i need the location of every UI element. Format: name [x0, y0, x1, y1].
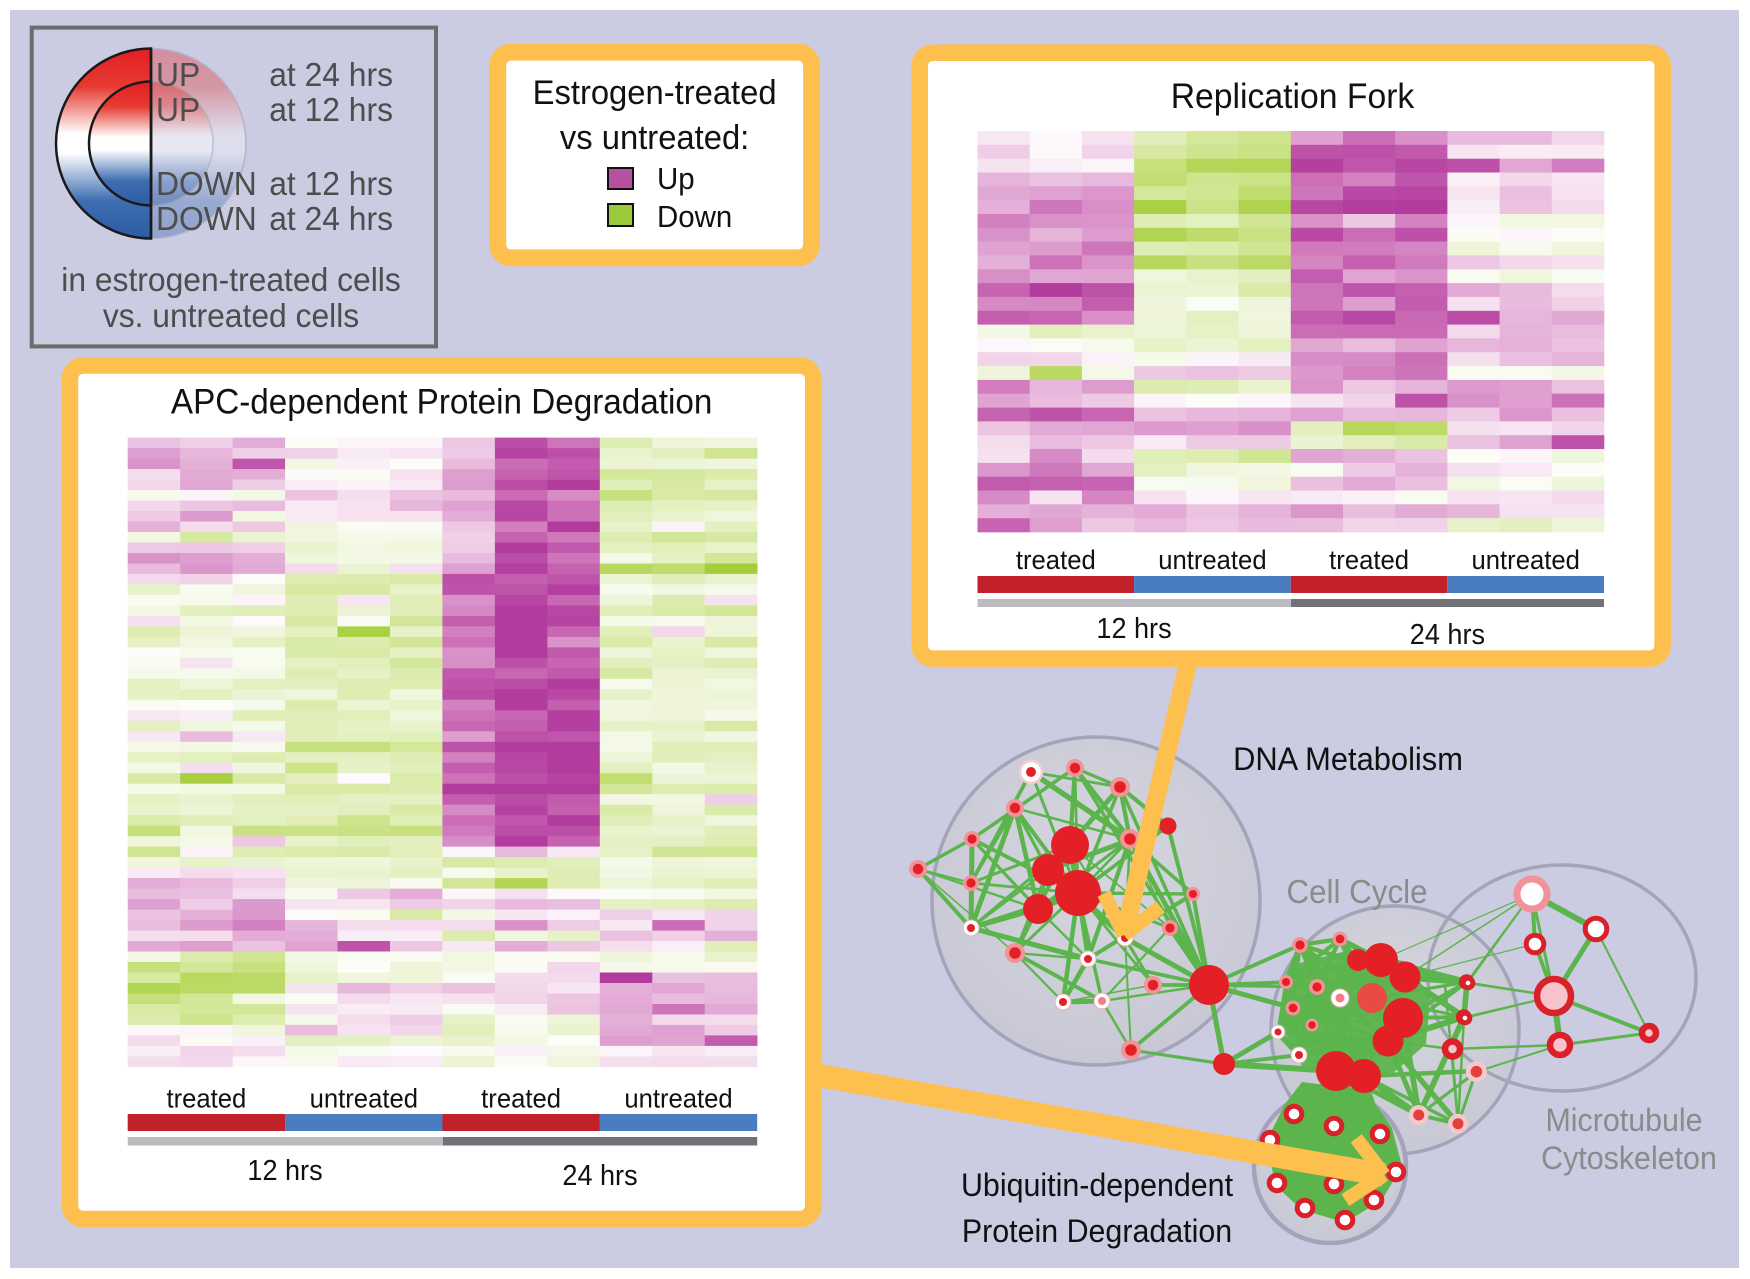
svg-text:untreated: untreated [1472, 544, 1580, 575]
svg-text:at 12 hrs: at 12 hrs [269, 164, 393, 202]
svg-text:Replication Fork: Replication Fork [1171, 77, 1415, 116]
svg-text:DOWN: DOWN [156, 164, 257, 202]
svg-text:Microtubule: Microtubule [1545, 1102, 1702, 1138]
svg-text:24 hrs: 24 hrs [562, 1159, 637, 1191]
svg-text:DOWN: DOWN [156, 199, 257, 237]
svg-text:vs untreated:: vs untreated: [560, 119, 749, 157]
svg-text:untreated: untreated [310, 1083, 418, 1114]
svg-text:at 12 hrs: at 12 hrs [269, 90, 393, 128]
svg-text:treated: treated [481, 1083, 561, 1114]
svg-text:Cell Cycle: Cell Cycle [1286, 873, 1427, 910]
svg-text:in estrogen-treated cells: in estrogen-treated cells [61, 260, 400, 298]
svg-text:at 24 hrs: at 24 hrs [269, 55, 393, 93]
svg-text:APC-dependent Protein Degradat: APC-dependent Protein Degradation [171, 383, 712, 422]
svg-text:UP: UP [156, 90, 200, 128]
svg-text:24 hrs: 24 hrs [1410, 618, 1485, 650]
svg-text:12 hrs: 12 hrs [1096, 612, 1171, 644]
svg-text:untreated: untreated [1158, 544, 1266, 575]
svg-text:untreated: untreated [624, 1083, 732, 1114]
svg-text:treated: treated [1329, 544, 1409, 575]
svg-text:treated: treated [1016, 544, 1096, 575]
svg-text:Down: Down [657, 200, 732, 234]
svg-text:at 24 hrs: at 24 hrs [269, 199, 393, 237]
svg-text:Estrogen-treated: Estrogen-treated [533, 74, 777, 112]
svg-text:UP: UP [156, 55, 200, 93]
svg-text:treated: treated [166, 1083, 246, 1114]
svg-text:Ubiquitin-dependent: Ubiquitin-dependent [961, 1167, 1233, 1203]
svg-text:Cytoskeleton: Cytoskeleton [1541, 1140, 1717, 1176]
svg-text:DNA Metabolism: DNA Metabolism [1233, 740, 1463, 777]
svg-text:vs. untreated cells: vs. untreated cells [103, 296, 359, 334]
svg-text:12 hrs: 12 hrs [247, 1154, 322, 1186]
svg-text:Protein Degradation: Protein Degradation [962, 1213, 1232, 1249]
svg-text:Up: Up [657, 162, 695, 196]
